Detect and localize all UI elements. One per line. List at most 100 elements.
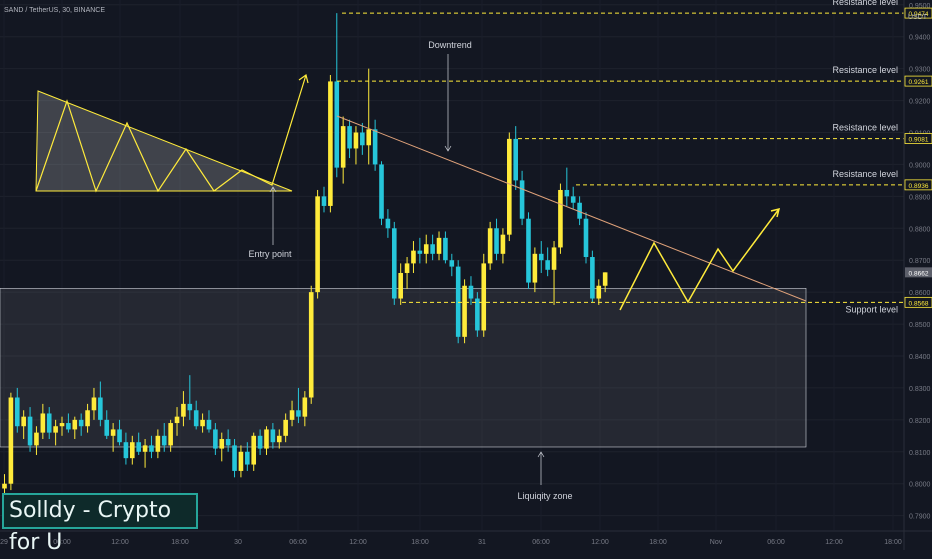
triangle-zigzag [35,74,307,193]
candle-body [276,435,282,443]
candle-body [251,435,257,465]
y-tick-label: 0.8700 [909,258,931,265]
candle-body [468,285,474,299]
candle-body [321,196,327,206]
y-tick-label: 0.8800 [909,226,931,233]
candle-body [168,423,173,446]
candle-body [360,132,365,146]
level-label: Resistance level [832,65,898,75]
candle-body [40,413,46,433]
candle-body [590,257,595,299]
y-tick-label: 0.8100 [909,450,931,457]
y-tick-label: 0.8000 [909,482,931,489]
price-tag-label: 0.9261 [909,79,929,86]
y-tick-label: 0.8600 [909,290,931,297]
price-tag [904,179,932,191]
candle-body [532,253,538,283]
candle-body [519,180,525,219]
x-tick-label: 29 [0,539,8,546]
candle-body [155,435,161,452]
x-tick-label: 06:00 [767,539,785,546]
y-tick-label: 0.8400 [909,354,931,361]
candle-body [449,260,455,267]
candle-body [283,419,288,436]
candle-body [257,435,263,449]
x-tick-label: 06:00 [289,539,307,546]
zigzag-arrowhead [298,73,309,84]
y-tick-label: 0.9000 [909,162,931,169]
candle-body [423,244,429,254]
candle-body [315,196,320,293]
candle-body [27,416,33,446]
candle-body [245,451,250,465]
x-tick-label: Nov [710,539,723,546]
grid [0,4,904,517]
candle-body [85,410,90,427]
candle-body [347,126,352,149]
candle-body [538,253,544,261]
candle-body [232,445,237,471]
candle-body [417,250,423,254]
level-label: Support level [845,304,898,314]
candle-body [117,429,122,443]
candle-body [366,129,372,146]
candle-body [206,419,212,430]
levels: Resistance level Resistance level Resistan… [337,0,904,314]
watermark: Solldy - Crypto for U [2,493,198,555]
y-tick-label: 0.9400 [909,35,931,42]
candle-body [302,397,308,417]
level-label: Resistance level [832,123,898,133]
candle-body [507,138,512,235]
candle-body [66,423,71,430]
candle-body [455,266,461,337]
candle-body [14,397,20,427]
y-tick-label: 0.7900 [909,514,931,521]
candle-body [91,397,97,411]
candle-body [475,298,480,331]
drawings: Entry point Downtrend [35,40,807,311]
x-tick-label: 12:00 [591,539,609,546]
candle-body [72,419,78,430]
x-tick-label: 31 [478,539,486,546]
candle-body [328,81,333,206]
candle-body [219,439,225,449]
x-tick-label: 12:00 [825,539,843,546]
candle-body [462,285,467,337]
candle-body [238,451,244,471]
candle-body [187,403,193,411]
projection-arrowhead [770,207,781,218]
candle-body [379,164,384,219]
candle-body [570,196,576,203]
entry-point-label: Entry point [248,249,292,259]
candle-body [596,285,602,299]
candle-body [340,126,346,168]
candles [2,13,608,497]
candle-body [404,263,410,273]
candle-body [270,429,276,443]
y-tick-label: 0.8500 [909,322,931,329]
candle-body [602,272,608,286]
candle-body [436,237,442,254]
x-tick-label: 18:00 [171,539,189,546]
candle-body [494,228,499,254]
candle-body [391,228,397,299]
symbol-header: SAND / TetherUS, 30, BINANCE [4,7,105,14]
candle-body [78,419,84,427]
candle-body [59,423,65,427]
candle-body [583,218,589,258]
price-tag-label: 0.8662 [909,270,929,277]
candle-body [385,218,391,229]
y-tick-label: 0.8900 [909,194,931,201]
candle-body [308,292,314,398]
candle-body [289,410,295,420]
x-tick-label: 06:00 [532,539,550,546]
price-tag [904,75,932,87]
liquidity-zone-label: Liquiqity zone [517,491,572,501]
downtrend-arrowhead [444,145,452,152]
liquidity-zone-arrowhead [537,451,545,458]
candle-body [181,403,186,417]
